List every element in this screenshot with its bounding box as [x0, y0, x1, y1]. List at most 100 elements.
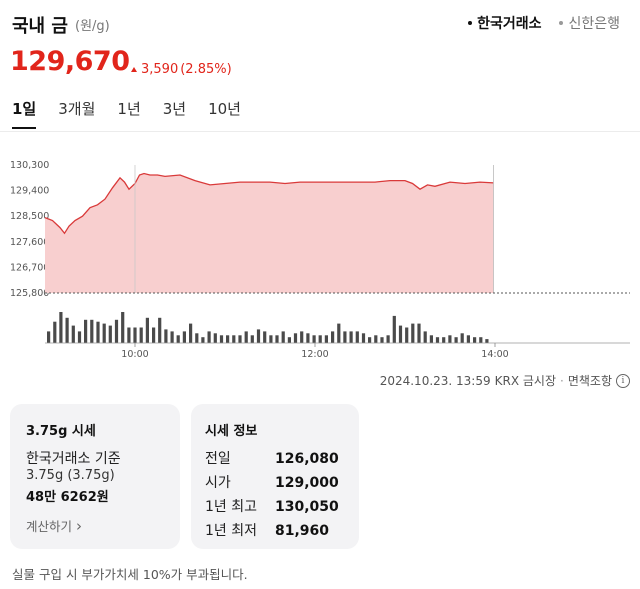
market-name: KRX 금시장 [494, 374, 556, 388]
info-value: 81,960 [275, 523, 330, 539]
calculate-link[interactable]: 계산하기 › [26, 516, 82, 535]
tab-3y[interactable]: 3년 [162, 100, 187, 118]
y-tick-label: 127,600 [10, 237, 49, 248]
volume-bar [219, 335, 224, 344]
volume-bar [380, 337, 384, 343]
y-tick-label: 130,300 [10, 160, 49, 171]
info-value: 129,000 [275, 475, 339, 491]
up-triangle-icon [131, 67, 137, 72]
y-tick-label: 125,800 [10, 288, 49, 299]
volume-bar [355, 331, 359, 343]
volume-bar [59, 312, 63, 343]
disclaimer-link[interactable]: 면책조항 [567, 374, 612, 388]
volume-bar [361, 333, 366, 343]
volume-bar [269, 335, 273, 344]
volume-bar [152, 327, 156, 343]
volume-bar [213, 333, 217, 343]
tab-3m[interactable]: 3개월 [58, 100, 96, 118]
change-percent: (2.85%) [180, 62, 232, 77]
volume-bar [405, 327, 409, 343]
volume-bar [343, 331, 347, 343]
volume-bar [473, 337, 477, 343]
volume-bar [145, 317, 149, 343]
volume-bar [256, 329, 261, 343]
volume-bar [479, 337, 483, 343]
source-shinhan-button[interactable]: 신한은행 [559, 13, 620, 33]
tab-10y[interactable]: 10년 [208, 100, 241, 118]
price-info-card: 시세 정보 전일 126,080 시가 129,000 1년 최고 130,050 1… [191, 404, 359, 549]
volume-bar [293, 333, 298, 343]
volume-bar [133, 327, 137, 343]
volume-bar [435, 337, 440, 343]
source-krx-button[interactable]: 한국거래소 [468, 13, 541, 33]
price-area-fill [45, 173, 494, 293]
price-area [44, 165, 630, 294]
volume-bar [368, 337, 372, 343]
volume-bar [349, 331, 353, 343]
price-chart[interactable]: 130,300 129,400 128,500 127,600 126,700 125,8… [0, 140, 640, 365]
volume-bar [226, 335, 230, 344]
chevron-right-icon: › [76, 517, 82, 535]
volume-bar [374, 335, 378, 344]
change-amount: 3,590 [141, 62, 179, 77]
volume-bar [96, 321, 100, 343]
info-value: 130,050 [275, 499, 339, 515]
volume-bar [127, 327, 131, 343]
current-price: 129,670 [10, 46, 130, 77]
info-row-52w-high: 1년 최고 130,050 [205, 496, 339, 516]
y-tick-label: 129,400 [10, 186, 49, 197]
volume-bar [411, 323, 415, 343]
weight-price-card: 3.75g 시세 한국거래소 기준 3.75g (3.75g) 48만 6262… [10, 404, 180, 549]
volume-bar [442, 337, 446, 343]
volume-bar [158, 317, 162, 343]
volume-bar [337, 323, 341, 343]
volume-bar [164, 329, 168, 343]
separator-dot: · [560, 373, 564, 388]
volume-bar [392, 315, 396, 343]
x-tick-label: 10:00 [121, 349, 148, 360]
source-selector: 한국거래소 신한은행 [468, 13, 620, 33]
volume-bar [281, 331, 285, 343]
tabs-divider [0, 131, 640, 132]
volume-bar [53, 321, 57, 343]
volume-bar [417, 323, 421, 343]
volume-bar [182, 331, 186, 343]
volume-bar [454, 337, 458, 343]
source-shinhan-label: 신한은행 [568, 16, 620, 32]
volume-bar [139, 327, 143, 343]
vat-notice: 실물 구입 시 부가가치세 10%가 부과됩니다. [12, 567, 248, 582]
basis-text: 한국거래소 기준 [26, 451, 121, 467]
card-title: 시세 정보 [205, 424, 258, 439]
info-row-prev-close: 전일 126,080 [205, 448, 339, 468]
volume-bar [176, 335, 180, 344]
page-title: 국내 금 [12, 16, 68, 37]
volume-bar [423, 331, 427, 343]
weight-text: 3.75g (3.75g) [26, 468, 115, 483]
source-krx-label: 한국거래소 [477, 16, 542, 32]
volume-bar [485, 339, 489, 343]
timestamp: 2024.10.23. 13:59 [379, 373, 491, 388]
volume-bars [45, 312, 630, 344]
info-label: 1년 최고 [205, 499, 257, 515]
volume-bar [466, 335, 470, 344]
volume-bar [84, 319, 88, 344]
volume-bar [232, 335, 236, 344]
info-label: 전일 [205, 451, 231, 467]
volume-bar [460, 333, 464, 343]
volume-bar [195, 333, 199, 343]
volume-bar [331, 331, 335, 343]
tab-1y[interactable]: 1년 [117, 100, 141, 118]
info-value: 126,080 [275, 451, 339, 467]
volume-bar [398, 325, 403, 343]
info-label: 시가 [205, 475, 231, 491]
bullet-icon [468, 21, 473, 25]
info-row-52w-low: 1년 최저 81,960 [205, 520, 329, 540]
volume-bar [189, 323, 193, 343]
calculate-label: 계산하기 [26, 519, 73, 534]
volume-bar [448, 335, 452, 344]
volume-bar [47, 331, 51, 343]
x-axis-labels: 10:00 12:00 14:00 [121, 343, 509, 360]
price-unit: (원/g) [75, 19, 110, 34]
tab-1d[interactable]: 1일 [12, 98, 37, 129]
info-icon[interactable]: i [616, 373, 630, 388]
